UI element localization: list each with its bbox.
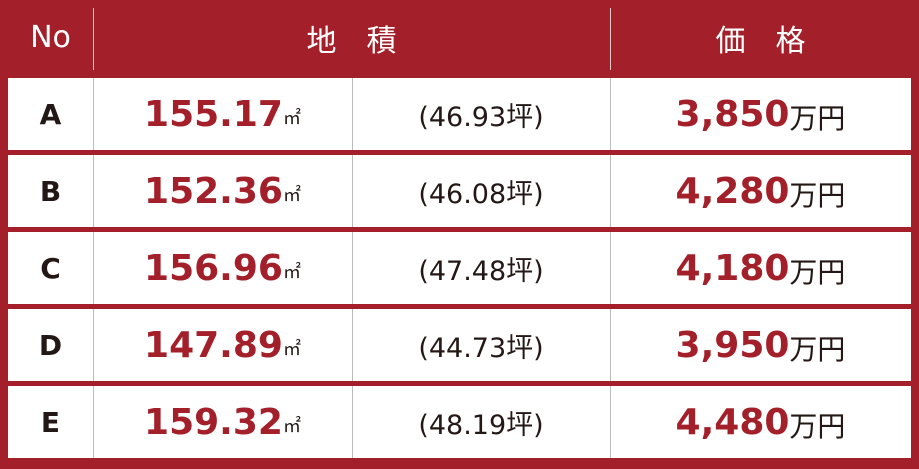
column-divider (352, 309, 353, 381)
area-value: 156.96 (144, 247, 283, 289)
cell: 159.32 ㎡ (93, 386, 352, 458)
column-divider (610, 78, 611, 150)
cell: (44.73坪) (352, 309, 610, 381)
column-divider (352, 232, 353, 304)
cell: (48.19坪) (352, 386, 610, 458)
column-divider (610, 309, 611, 381)
area-value: 147.89 (144, 324, 283, 366)
cell: (46.93坪) (352, 78, 610, 150)
header-divider (93, 8, 94, 70)
price-value: 3,850 (675, 93, 790, 135)
column-divider (93, 386, 94, 458)
column-divider (93, 155, 94, 227)
column-divider (93, 309, 94, 381)
column-divider (352, 155, 353, 227)
column-divider (610, 155, 611, 227)
area-unit: ㎡ (282, 262, 301, 283)
cell: (46.08坪) (352, 155, 610, 227)
area-unit: ㎡ (282, 185, 301, 206)
price-unit: 万円 (789, 102, 846, 135)
price-value: 4,280 (675, 170, 790, 212)
cell: 147.89 ㎡ (93, 309, 352, 381)
price-unit: 万円 (789, 179, 846, 212)
cell: 156.96 ㎡ (93, 232, 352, 304)
column-divider (93, 232, 94, 304)
price-value: 3,950 (675, 324, 790, 366)
area-value: 155.17 (144, 93, 283, 135)
cell: B (8, 155, 93, 227)
cell: A (8, 78, 93, 150)
cell: (47.48坪) (352, 232, 610, 304)
cell: 4,280 万円 (610, 155, 911, 227)
column-divider (352, 386, 353, 458)
cell: C (8, 232, 93, 304)
cell: 4,180 万円 (610, 232, 911, 304)
area-unit: ㎡ (282, 108, 301, 129)
area-value: 152.36 (144, 170, 283, 212)
header-area: 地 積 (306, 23, 397, 59)
price-unit: 万円 (789, 410, 846, 443)
column-divider (93, 78, 94, 150)
cell: D (8, 309, 93, 381)
cell: 155.17 ㎡ (93, 78, 352, 150)
area-value: 159.32 (144, 401, 283, 443)
area-unit: ㎡ (282, 339, 301, 360)
price-unit: 万円 (789, 333, 846, 366)
price-unit: 万円 (789, 256, 846, 289)
cell: E (8, 386, 93, 458)
cell: 3,950 万円 (610, 309, 911, 381)
header-divider (610, 8, 611, 70)
area-unit: ㎡ (282, 416, 301, 437)
cell: 152.36 ㎡ (93, 155, 352, 227)
column-divider (610, 232, 611, 304)
column-divider (352, 78, 353, 150)
header-price: 価 格 (715, 23, 806, 59)
header-no: No (30, 20, 71, 55)
price-value: 4,480 (675, 401, 790, 443)
cell: 3,850 万円 (610, 78, 911, 150)
price-value: 4,180 (675, 247, 790, 289)
column-divider (610, 386, 611, 458)
cell: 4,480 万円 (610, 386, 911, 458)
